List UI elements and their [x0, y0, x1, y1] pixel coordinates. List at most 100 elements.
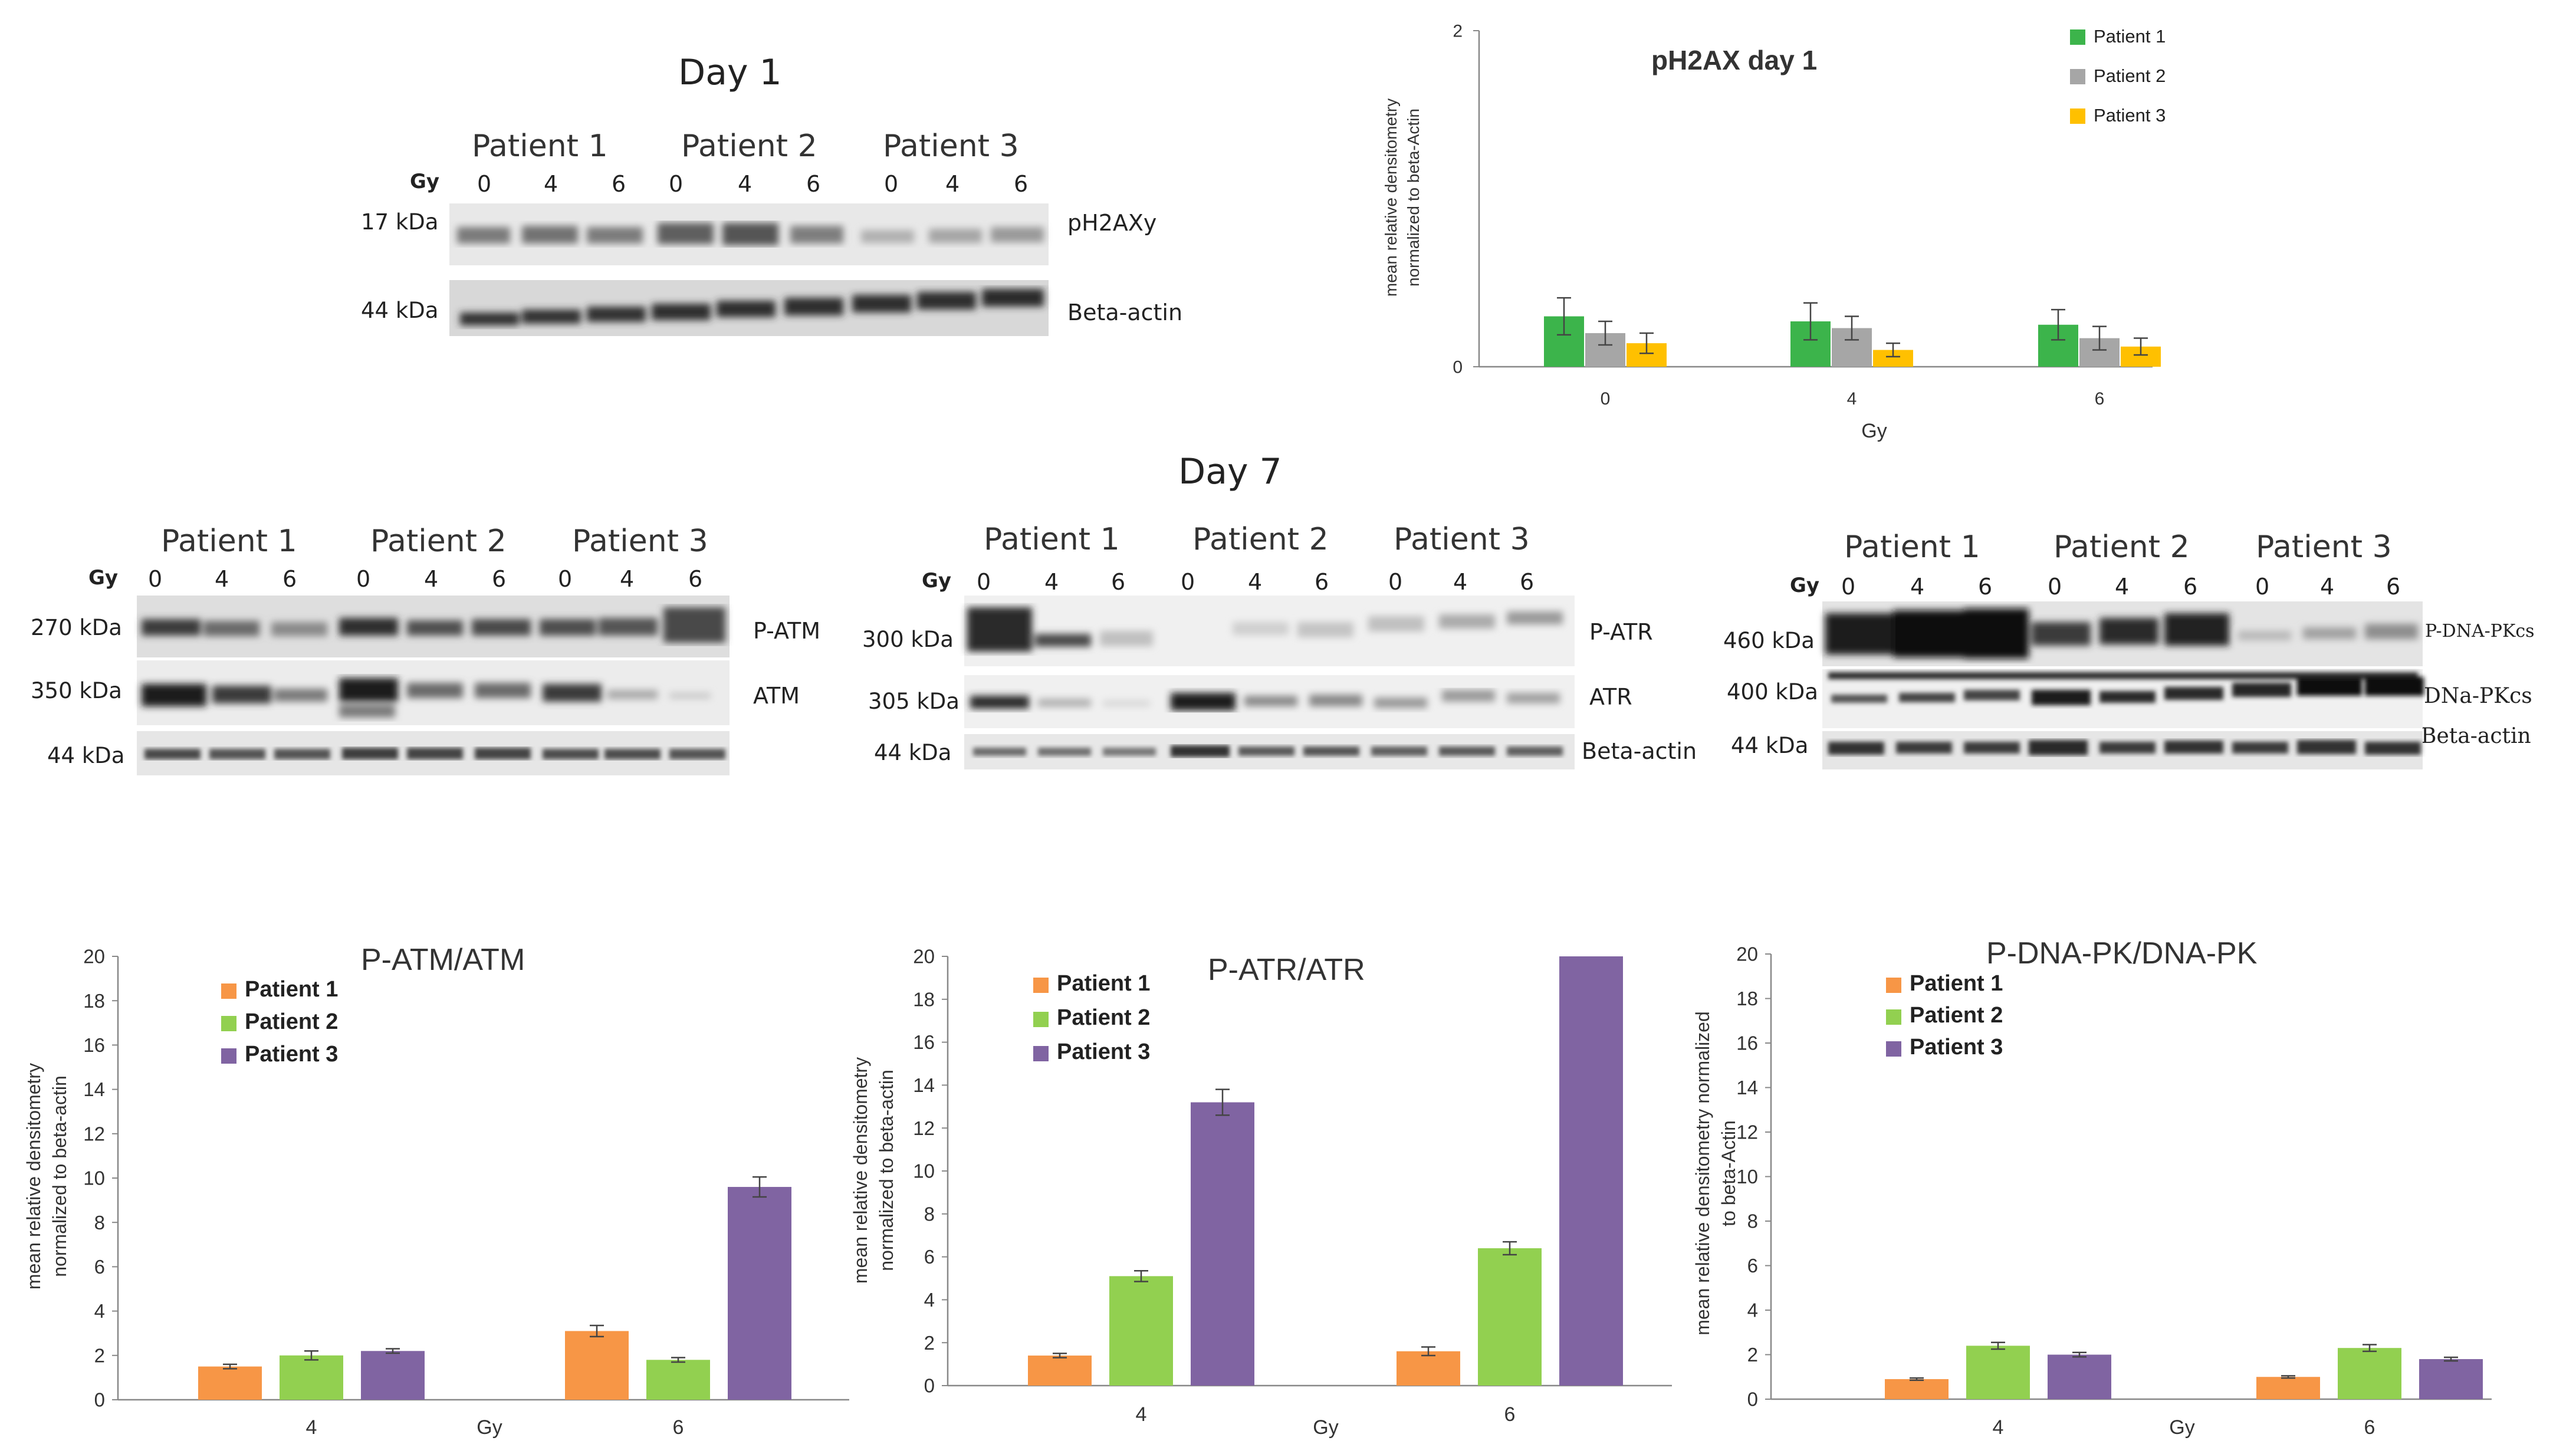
dnapk-blot-dose-1: 0: [1841, 574, 1856, 600]
chart-3-legend-swatch: [1033, 1012, 1049, 1027]
chart-2-legend-label: Patient 1: [245, 977, 338, 1002]
atm-blot-dose-1: 0: [148, 566, 163, 592]
atm-blot-kda-1: 270 kDa: [31, 615, 122, 640]
chart-3-y-tick-label: 20: [913, 946, 935, 968]
chart-4-bar: [2338, 1348, 2401, 1399]
chart-3-title: P-ATR/ATR: [1208, 953, 1365, 987]
atm-blot-gy-label: Gy: [88, 566, 119, 590]
chart-2-y-tick-label: 8: [94, 1212, 105, 1233]
chart-1-x-tick-label: 4: [1847, 389, 1857, 409]
chart-4-x-tick-label: 4: [1993, 1416, 2004, 1439]
atr-blot-kda-2: 305 kDa: [868, 689, 960, 714]
chart-4-y-tick-label: 10: [1736, 1166, 1758, 1187]
chart-3-y-axis-label: mean relative densitometry: [850, 1057, 871, 1284]
chart-4-legend-swatch: [1886, 978, 1901, 993]
dnapk-blot-dose-8: 4: [2320, 574, 2335, 600]
chart-4-y-tick-label: 8: [1747, 1210, 1758, 1232]
atm-blot-kda-2: 350 kDa: [31, 678, 122, 703]
chart-1-legend-swatch: [2070, 69, 2085, 84]
atm-blot-patient-1: Patient 1: [161, 524, 297, 559]
chart-2-legend-swatch: [221, 1016, 236, 1031]
chart-4-bar: [1885, 1379, 1949, 1399]
chart-3-y-tick-label: 18: [913, 988, 935, 1010]
dnapk-blot-dose-2: 4: [1910, 574, 1925, 600]
atr-blot-patient-2: Patient 2: [1192, 522, 1329, 557]
chart-4-y-tick-label: 14: [1736, 1077, 1758, 1098]
chart-2: 0 2 4 6 8 10 12 14 16 18 20 4 6 Gy mean relative densi…: [23, 943, 849, 1439]
chart-4-y-tick-label: 6: [1747, 1255, 1758, 1277]
chart-1-legend-swatch: [2070, 108, 2085, 124]
chart-1-x-axis-label: Gy: [1861, 420, 1887, 442]
chart-1-x-tick-label: 6: [2095, 389, 2105, 409]
day1-dose-5: 4: [738, 171, 753, 197]
chart-4-legend-swatch: [1886, 1009, 1901, 1025]
day7-title: Day 7: [1178, 451, 1282, 492]
day1-bands-ph2ax: [457, 223, 1044, 245]
day1-patient-1: Patient 1: [472, 129, 608, 164]
day1-dose-1: 0: [477, 171, 492, 197]
chart-3-y-tick-label: 12: [913, 1117, 935, 1139]
dnapk-blot-dose-3: 6: [1978, 574, 1993, 600]
chart-2-y-tick-label: 16: [83, 1034, 105, 1056]
chart-1-x-tick-label: 0: [1601, 389, 1611, 409]
atr-blot-protein-2: ATR: [1589, 684, 1632, 710]
atm-blot-protein-1: P-ATM: [753, 618, 820, 644]
chart-4-y-axis-label: mean relative densitometry normalized: [1692, 1011, 1713, 1335]
chart-4-legend-swatch: [1886, 1041, 1901, 1057]
chart-3-bar: [1478, 1248, 1542, 1386]
atr-blot-dose-4: 0: [1181, 569, 1195, 595]
chart-3-y-tick-label: 6: [924, 1246, 935, 1268]
dnapk-blot-patient-3: Patient 3: [2256, 529, 2392, 565]
chart-2-y-axis-label: mean relative densitometry: [23, 1063, 44, 1289]
atr-blot-dose-3: 6: [1111, 569, 1126, 595]
chart-1-legend-label: Patient 1: [2094, 26, 2166, 47]
chart-4-y-tick-label: 0: [1747, 1389, 1758, 1410]
atr-blot-dose-9: 6: [1520, 569, 1535, 595]
chart-3-bar: [1028, 1356, 1092, 1386]
atm-blot-dose-9: 6: [688, 566, 703, 592]
chart-2-x-axis-label: Gy: [477, 1416, 502, 1439]
chart-2-bar: [198, 1366, 262, 1400]
chart-2-legend-swatch: [221, 1048, 236, 1064]
chart-4-x-tick-label: 6: [2364, 1416, 2375, 1439]
day1-dose-2: 4: [544, 171, 558, 197]
atm-blot-dose-4: 0: [356, 566, 371, 592]
chart-2-bar: [280, 1355, 343, 1400]
chart-3-y-tick-label: 8: [924, 1203, 935, 1225]
chart-2-y-tick-label: 20: [83, 946, 105, 968]
chart-2-y-tick-label: 18: [83, 990, 105, 1012]
day1-dose-6: 6: [806, 171, 821, 197]
chart-1: 0 2 0 4 6 Gy mean relative densitometry normali…: [1382, 22, 2166, 443]
dnapk-blot-kda-3: 44 kDa: [1731, 733, 1809, 758]
chart-3-bar: [1191, 1102, 1254, 1386]
chart-2-bar: [565, 1331, 629, 1400]
chart-4-x-axis-label: Gy: [2169, 1416, 2194, 1439]
atm-blot-dose-5: 4: [424, 566, 439, 592]
dnapk-blot-kda-1: 460 kDa: [1723, 628, 1815, 653]
chart-3-x-axis-label: Gy: [1313, 1416, 1338, 1439]
day1-protein-1: pH2AXy: [1067, 210, 1157, 236]
atr-blot-dose-7: 0: [1388, 569, 1403, 595]
chart-1-y-tick-label: 0: [1453, 358, 1463, 377]
chart-1-y-axis-label: normalized to beta-Actin: [1404, 108, 1422, 287]
atr-blot-protein-1: P-ATR: [1589, 619, 1653, 645]
chart-3: 0 2 4 6 8 10 12 14 16 18 20 4 6 Gy mean relative densi…: [850, 946, 1672, 1439]
atm-blot-dose-6: 6: [492, 566, 507, 592]
chart-1-title: pH2AX day 1: [1651, 45, 1817, 75]
chart-4: 0 2 4 6 8 10 12 14 16 18 20 4 6 Gy mean relative densi…: [1692, 936, 2492, 1439]
chart-2-y-axis-label: normalized to beta-actin: [49, 1075, 70, 1277]
day1-dose-8: 4: [945, 171, 960, 197]
chart-1-legend-label: Patient 3: [2094, 105, 2166, 126]
chart-3-legend-swatch: [1033, 1046, 1049, 1061]
chart-2-bar: [728, 1187, 791, 1400]
atr-blot-gy-label: Gy: [922, 569, 952, 593]
chart-3-legend-label: Patient 2: [1057, 1005, 1150, 1030]
dnapk-blot-gy-label: Gy: [1790, 574, 1820, 597]
chart-2-title: P-ATM/ATM: [361, 943, 525, 977]
chart-4-bar: [2419, 1359, 2483, 1399]
dnapk-blot-dose-6: 6: [2183, 574, 2198, 600]
chart-3-legend-swatch: [1033, 978, 1049, 993]
